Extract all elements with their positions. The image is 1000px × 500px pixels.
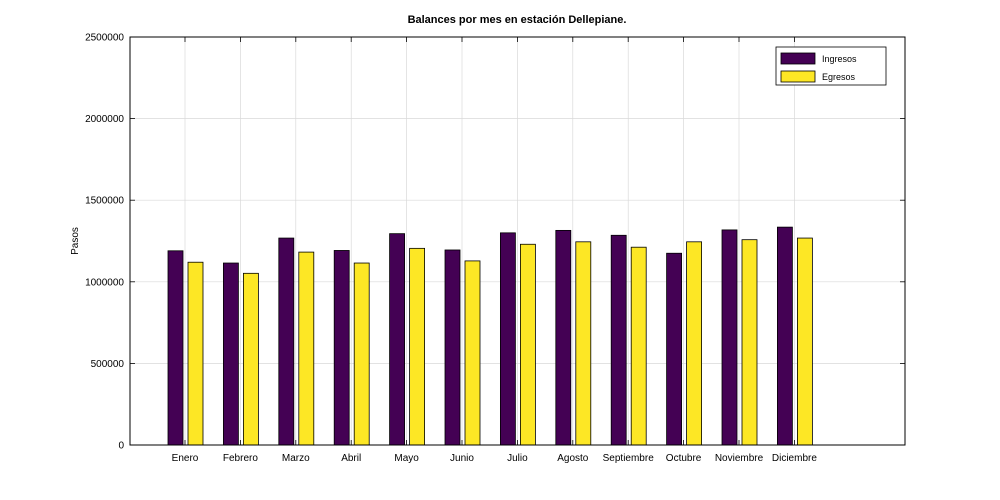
bar-ingresos-julio	[499, 232, 516, 446]
x-tick-label: Julio	[507, 453, 528, 464]
x-tick-label: Enero	[172, 453, 199, 464]
legend-label-ingresos: Ingresos	[822, 54, 857, 64]
x-tick-label: Abril	[341, 453, 361, 464]
bar-ingresos-noviembre	[721, 229, 738, 446]
y-tick-label: 0	[118, 441, 124, 452]
bar-ingresos-junio	[444, 249, 461, 446]
legend-swatch-egresos	[780, 70, 816, 83]
bar-ingresos-agosto	[555, 229, 572, 446]
y-tick-label: 1500000	[85, 196, 124, 207]
x-tick-label: Septiembre	[603, 453, 655, 464]
y-axis-label: Pasos	[70, 227, 81, 255]
y-tick-label: 500000	[91, 359, 125, 370]
y-tick-label: 2000000	[85, 114, 124, 125]
bar-egresos-enero	[187, 261, 204, 446]
bar-egresos-noviembre	[741, 239, 758, 446]
plot-frame	[129, 36, 906, 446]
x-tick-label: Junio	[450, 453, 474, 464]
y-tick-label: 1000000	[85, 277, 124, 288]
bar-egresos-agosto	[575, 241, 592, 446]
legend-label-egresos: Egresos	[822, 72, 856, 82]
grid-lines	[130, 37, 905, 445]
legend: Ingresos Egresos	[775, 46, 887, 86]
x-tick-label: Febrero	[223, 453, 258, 464]
x-tick-label: Agosto	[557, 453, 589, 464]
bar-ingresos-septiembre	[610, 234, 627, 446]
bar-egresos-septiembre	[630, 246, 647, 446]
x-tick-label: Diciembre	[772, 453, 817, 464]
bar-ingresos-diciembre	[777, 226, 793, 446]
bar-egresos-marzo	[298, 251, 315, 446]
bar-ingresos-octubre	[666, 252, 682, 446]
bar-egresos-abril	[353, 262, 370, 446]
bar-ingresos-mayo	[389, 233, 406, 446]
bar-ingresos-marzo	[278, 237, 295, 446]
chart-title: Balances por mes en estación Dellepiane.	[408, 14, 627, 26]
legend-swatch-ingresos	[780, 52, 816, 65]
bar-ingresos-febrero	[222, 262, 239, 446]
tick-labels: 0 500000 1000000 1500000 2000000 2500000 Enero…	[85, 33, 817, 465]
y-tick-label: 2500000	[85, 33, 124, 44]
bar-egresos-mayo	[409, 247, 426, 446]
bar-ingresos-enero	[167, 250, 184, 446]
bar-egresos-julio	[520, 243, 536, 446]
x-tick-label: Noviembre	[715, 453, 764, 464]
x-tick-label: Octubre	[666, 453, 702, 464]
x-tick-label: Mayo	[394, 453, 419, 464]
bar-egresos-octubre	[686, 241, 702, 446]
bar-egresos-diciembre	[797, 237, 813, 446]
bar-ingresos-abril	[333, 250, 350, 446]
bars	[167, 226, 813, 446]
bar-egresos-febrero	[242, 272, 259, 446]
x-tick-label: Marzo	[282, 453, 310, 464]
plot-area-border	[129, 36, 906, 446]
bar-egresos-junio	[464, 260, 481, 446]
